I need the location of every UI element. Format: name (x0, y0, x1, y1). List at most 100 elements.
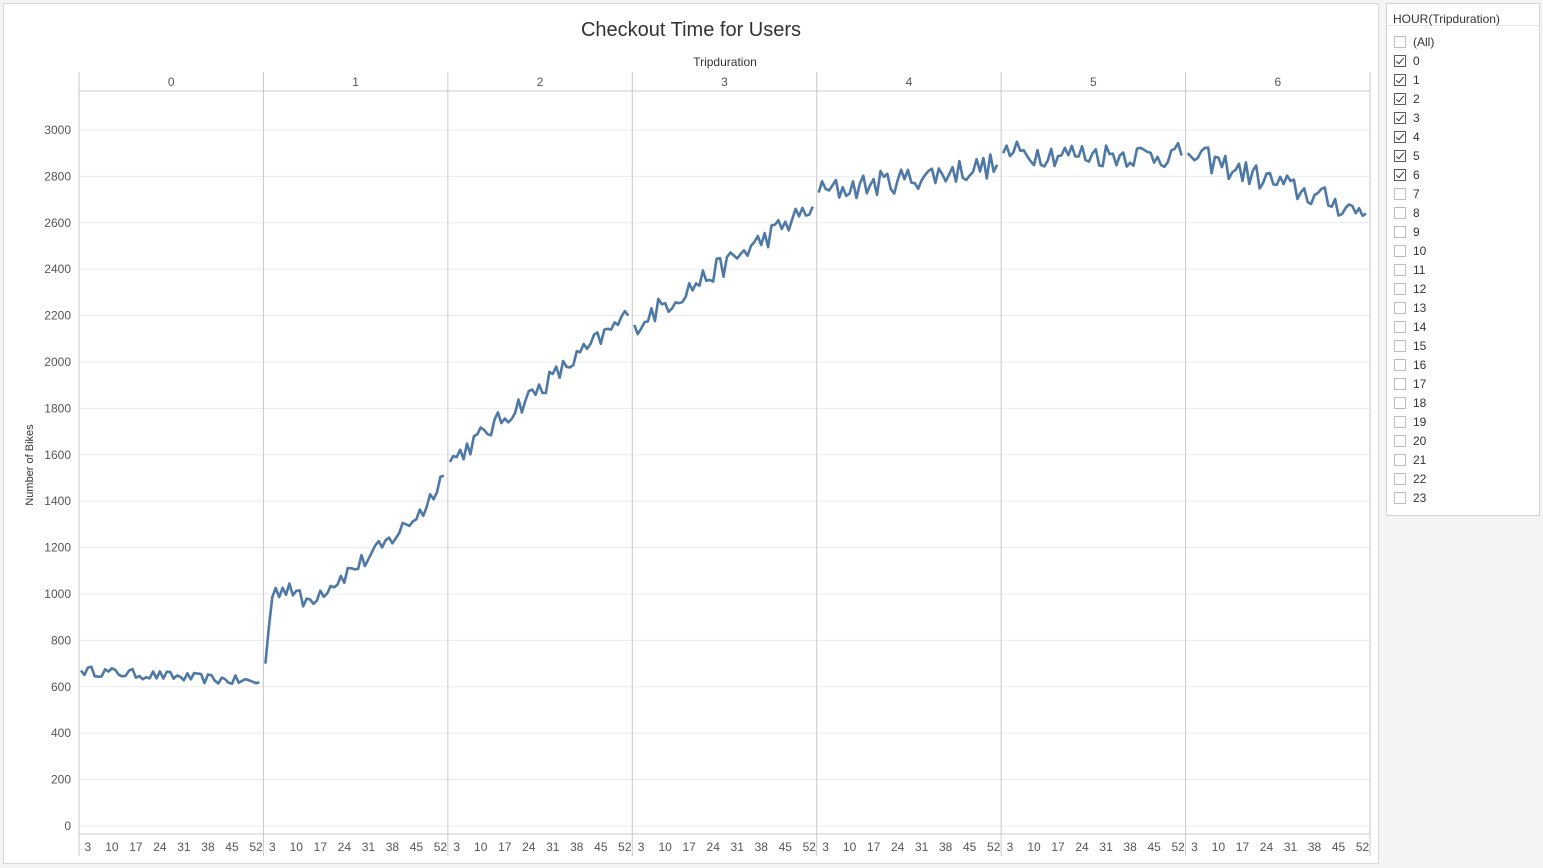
filter-item-9[interactable]: 9 (1387, 222, 1539, 241)
filter-item-label: 19 (1413, 414, 1427, 429)
y-tick-label: 1800 (44, 401, 71, 415)
filter-item-1[interactable]: 1 (1387, 70, 1539, 89)
filter-item-19[interactable]: 19 (1387, 412, 1539, 431)
x-tick-label: 10 (658, 840, 672, 854)
checkbox[interactable] (1394, 396, 1406, 409)
y-tick-label: 1400 (44, 494, 71, 508)
filter-item-label: 6 (1413, 167, 1420, 182)
checkbox[interactable] (1394, 149, 1406, 162)
x-tick-label: 3 (1007, 840, 1014, 854)
checkbox[interactable] (1394, 54, 1406, 67)
filter-item-label: 3 (1413, 110, 1420, 125)
checkbox[interactable] (1394, 320, 1406, 333)
checkbox[interactable] (1394, 244, 1406, 257)
checkbox[interactable] (1394, 377, 1406, 390)
checkbox[interactable] (1394, 434, 1406, 447)
filter-item-label: 18 (1413, 395, 1427, 410)
filter-item-label: 20 (1413, 433, 1427, 448)
checkbox[interactable] (1394, 453, 1406, 466)
checkbox[interactable] (1394, 168, 1406, 181)
panel-header-label: 2 (537, 75, 544, 89)
y-tick-label: 1200 (44, 541, 71, 555)
x-tick-label: 3 (1191, 840, 1198, 854)
checkbox[interactable] (1394, 491, 1406, 504)
filter-item-11[interactable]: 11 (1387, 260, 1539, 279)
x-tick-label: 52 (618, 840, 632, 854)
filter-item-label: 0 (1413, 53, 1420, 68)
filter-item-2[interactable]: 2 (1387, 89, 1539, 108)
y-tick-label: 1600 (44, 448, 71, 462)
x-tick-label: 17 (1051, 840, 1065, 854)
filter-item-5[interactable]: 5 (1387, 146, 1539, 165)
x-tick-label: 31 (362, 840, 376, 854)
x-tick-label: 52 (434, 840, 448, 854)
filter-item-20[interactable]: 20 (1387, 431, 1539, 450)
y-tick-label: 2000 (44, 355, 71, 369)
x-tick-label: 10 (105, 840, 119, 854)
x-tick-label: 45 (225, 840, 239, 854)
filter-item-23[interactable]: 23 (1387, 488, 1539, 507)
filter-item-22[interactable]: 22 (1387, 469, 1539, 488)
series-line-6 (1186, 146, 1367, 218)
filter-item-all[interactable]: (All) (1387, 32, 1539, 51)
series-line-0 (79, 665, 260, 686)
filter-item-13[interactable]: 13 (1387, 298, 1539, 317)
panel-header-label: 1 (352, 75, 359, 89)
checkbox[interactable] (1394, 282, 1406, 295)
y-tick-label: 600 (51, 680, 71, 694)
series-line-4 (817, 153, 999, 200)
filter-item-label: 2 (1413, 91, 1420, 106)
filter-item-label: 1 (1413, 72, 1420, 87)
checkbox[interactable] (1394, 206, 1406, 219)
filter-item-label: 22 (1413, 471, 1427, 486)
y-tick-label: 2200 (44, 309, 71, 323)
filter-item-6[interactable]: 6 (1387, 165, 1539, 184)
filter-item-21[interactable]: 21 (1387, 450, 1539, 469)
filter-item-18[interactable]: 18 (1387, 393, 1539, 412)
checkbox[interactable] (1394, 472, 1406, 485)
x-tick-label: 38 (755, 840, 769, 854)
checkbox[interactable] (1394, 130, 1406, 143)
checkbox[interactable] (1394, 92, 1406, 105)
filter-item-7[interactable]: 7 (1387, 184, 1539, 203)
checkbox[interactable] (1394, 339, 1406, 352)
filter-item-12[interactable]: 12 (1387, 279, 1539, 298)
hour-filter-panel: HOUR(Tripduration) (All) 0 1 2 3 4 5 6 7 8 9 10 11 12… (1386, 3, 1540, 516)
x-tick-label: 31 (1284, 840, 1298, 854)
filter-item-14[interactable]: 14 (1387, 317, 1539, 336)
x-tick-label: 31 (177, 840, 191, 854)
checkbox[interactable] (1394, 35, 1406, 48)
filter-item-17[interactable]: 17 (1387, 374, 1539, 393)
x-tick-label: 24 (707, 840, 721, 854)
y-tick-label: 200 (51, 773, 71, 787)
x-tick-label: 24 (153, 840, 167, 854)
filter-item-8[interactable]: 8 (1387, 203, 1539, 222)
filter-item-15[interactable]: 15 (1387, 336, 1539, 355)
filter-list: (All) 0 1 2 3 4 5 6 7 8 9 10 11 12 13 14 15 16 17 18 19 20 21 2… (1387, 32, 1539, 507)
x-tick-label: 52 (249, 840, 263, 854)
checkbox[interactable] (1394, 111, 1406, 124)
x-tick-label: 17 (129, 840, 143, 854)
y-tick-label: 1000 (44, 587, 71, 601)
checkbox[interactable] (1394, 73, 1406, 86)
filter-item-3[interactable]: 3 (1387, 108, 1539, 127)
x-tick-label: 31 (546, 840, 560, 854)
checkbox[interactable] (1394, 263, 1406, 276)
x-tick-label: 45 (410, 840, 424, 854)
filter-item-0[interactable]: 0 (1387, 51, 1539, 70)
checkbox[interactable] (1394, 358, 1406, 371)
filter-item-16[interactable]: 16 (1387, 355, 1539, 374)
series-line-5 (1001, 140, 1183, 169)
panel-header-label: 3 (721, 75, 728, 89)
filter-item-4[interactable]: 4 (1387, 127, 1539, 146)
checkbox[interactable] (1394, 415, 1406, 428)
checkbox[interactable] (1394, 301, 1406, 314)
x-tick-label: 24 (1075, 840, 1089, 854)
filter-item-10[interactable]: 10 (1387, 241, 1539, 260)
filter-item-label: 11 (1413, 262, 1426, 277)
checkbox[interactable] (1394, 187, 1406, 200)
x-tick-label: 10 (474, 840, 488, 854)
x-tick-label: 17 (683, 840, 697, 854)
x-tick-label: 10 (290, 840, 304, 854)
checkbox[interactable] (1394, 225, 1406, 238)
